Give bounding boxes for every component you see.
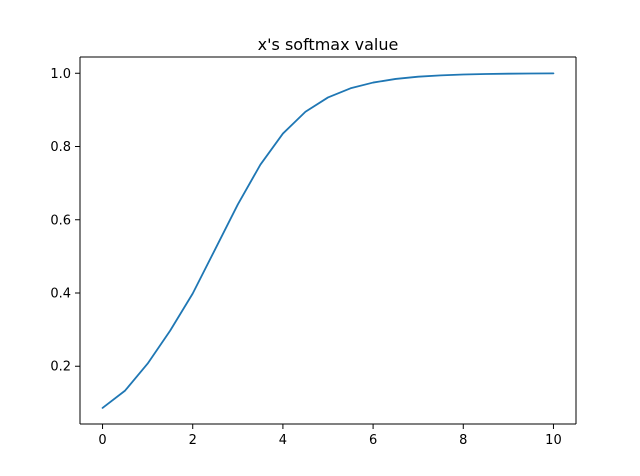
chart-title: x's softmax value <box>258 35 399 54</box>
x-tick-label: 2 <box>189 433 197 448</box>
series-line-0 <box>101 72 555 409</box>
y-tick-label: 0.6 <box>50 213 71 228</box>
y-tick-label: 1.0 <box>50 67 71 82</box>
y-tick-label: 0.2 <box>50 360 71 375</box>
x-tick-label: 6 <box>369 433 377 448</box>
x-tick-label: 10 <box>545 433 562 448</box>
x-tick-label: 8 <box>459 433 467 448</box>
y-tick-label: 0.8 <box>50 140 71 155</box>
plot-area: 0 2 4 6 8 10 0.2 0.4 0.6 0.8 1.0 <box>50 56 577 448</box>
x-tick-label: 4 <box>279 433 287 448</box>
y-tick-label: 0.4 <box>50 286 71 301</box>
x-tick-label: 0 <box>98 433 106 448</box>
